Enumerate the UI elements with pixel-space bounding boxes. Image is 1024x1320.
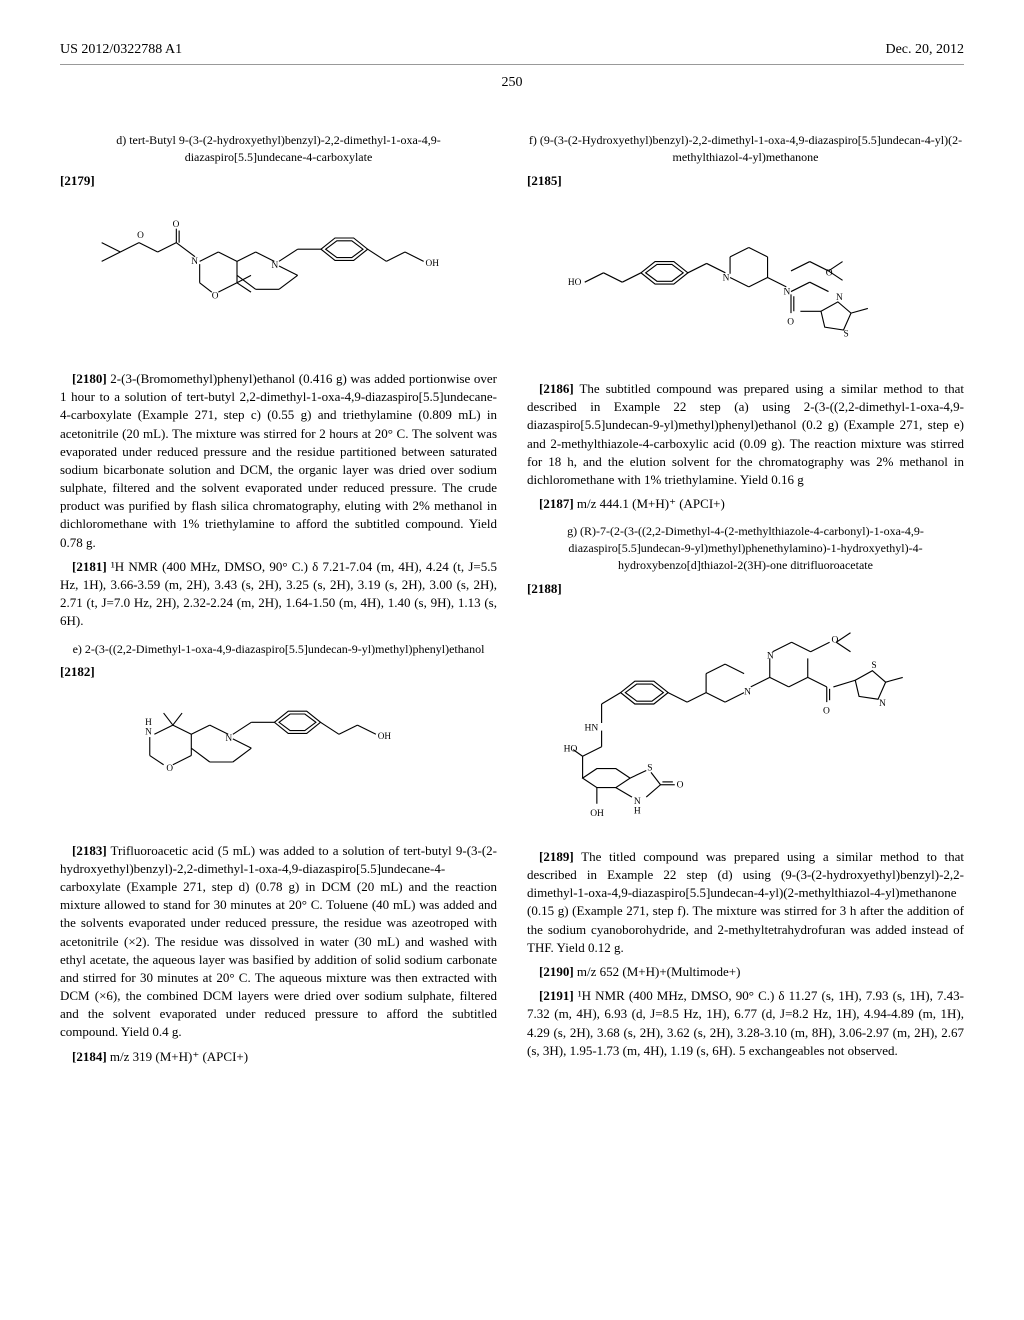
svg-text:O: O — [676, 780, 683, 790]
svg-text:S: S — [647, 763, 652, 773]
para-num-2180: [2180] — [72, 371, 107, 386]
para-num-2184: [2184] — [72, 1049, 107, 1064]
section-d-title: d) tert-Butyl 9-(3-(2-hydroxyethyl)benzy… — [60, 132, 497, 166]
section-f-title: f) (9-(3-(2-Hydroxyethyl)benzyl)-2,2-dim… — [527, 132, 964, 166]
para-2181-text: ¹H NMR (400 MHz, DMSO, 90° C.) δ 7.21-7.… — [60, 559, 497, 629]
svg-text:O: O — [787, 317, 794, 327]
para-num-2189: [2189] — [539, 849, 574, 864]
svg-text:N: N — [722, 273, 729, 283]
svg-text:OH: OH — [425, 259, 439, 269]
para-2183-text: Trifluoroacetic acid (5 mL) was added to… — [60, 843, 497, 1040]
svg-text:N: N — [783, 287, 790, 297]
para-num-2182: [2182] — [60, 664, 95, 679]
svg-text:O: O — [822, 706, 829, 716]
para-2184-text: m/z 319 (M+H)⁺ (APCI+) — [110, 1049, 248, 1064]
structure-e: H N O N — [60, 702, 497, 822]
svg-text:O: O — [211, 292, 218, 302]
svg-text:N: N — [766, 651, 773, 661]
page-number: 250 — [60, 73, 964, 93]
structure-f: HO N — [527, 210, 964, 360]
svg-text:N: N — [145, 726, 152, 736]
para-num-2187: [2187] — [539, 496, 574, 511]
section-g-title: g) (R)-7-(2-(3-((2,2-Dimethyl-4-(2-methy… — [527, 523, 964, 573]
svg-text:N: N — [271, 261, 278, 271]
structure-g: O N O — [527, 618, 964, 828]
right-column: f) (9-(3-(2-Hydroxyethyl)benzyl)-2,2-dim… — [527, 122, 964, 1072]
para-num-2181: [2181] — [72, 559, 107, 574]
left-column: d) tert-Butyl 9-(3-(2-hydroxyethyl)benzy… — [60, 122, 497, 1072]
para-num-2183: [2183] — [72, 843, 107, 858]
svg-text:N: N — [191, 257, 198, 267]
content-columns: d) tert-Butyl 9-(3-(2-hydroxyethyl)benzy… — [60, 122, 964, 1072]
svg-text:O: O — [831, 635, 838, 645]
svg-text:O: O — [166, 763, 173, 773]
para-2187-text: m/z 444.1 (M+H)⁺ (APCI+) — [577, 496, 725, 511]
svg-text:N: N — [633, 797, 640, 807]
structure-d: O O N O — [60, 210, 497, 350]
header-left: US 2012/0322788 A1 — [60, 40, 182, 60]
svg-text:O: O — [172, 220, 179, 230]
header-right: Dec. 20, 2012 — [885, 40, 964, 60]
svg-text:OH: OH — [590, 809, 604, 819]
svg-text:OH: OH — [377, 731, 391, 741]
page-header: US 2012/0322788 A1 Dec. 20, 2012 — [60, 40, 964, 65]
para-num-2191: [2191] — [539, 988, 574, 1003]
svg-text:H: H — [633, 806, 640, 816]
svg-text:N: N — [836, 293, 843, 303]
para-num-2186: [2186] — [539, 381, 574, 396]
para-2186-text: The subtitled compound was prepared usin… — [527, 381, 964, 487]
para-2180-text: 2-(3-(Bromomethyl)phenyl)ethanol (0.416 … — [60, 371, 497, 550]
para-num-2179: [2179] — [60, 173, 95, 188]
para-num-2185: [2185] — [527, 173, 562, 188]
para-num-2188: [2188] — [527, 581, 562, 596]
svg-text:S: S — [871, 661, 876, 671]
para-2190-text: m/z 652 (M+H)+(Multimode+) — [577, 964, 741, 979]
svg-text:N: N — [225, 732, 232, 742]
para-2191-text: ¹H NMR (400 MHz, DMSO, 90° C.) δ 11.27 (… — [527, 988, 964, 1058]
para-num-2190: [2190] — [539, 964, 574, 979]
svg-text:HO: HO — [567, 278, 581, 288]
svg-text:N: N — [879, 699, 886, 709]
svg-text:O: O — [137, 231, 144, 241]
svg-text:S: S — [843, 330, 848, 340]
svg-text:HO: HO — [563, 744, 577, 754]
para-2189-text: The titled compound was prepared using a… — [527, 849, 964, 955]
section-e-title: e) 2-(3-((2,2-Dimethyl-1-oxa-4,9-diazasp… — [60, 641, 497, 658]
svg-text:N: N — [744, 687, 751, 697]
svg-text:HN: HN — [584, 723, 598, 733]
